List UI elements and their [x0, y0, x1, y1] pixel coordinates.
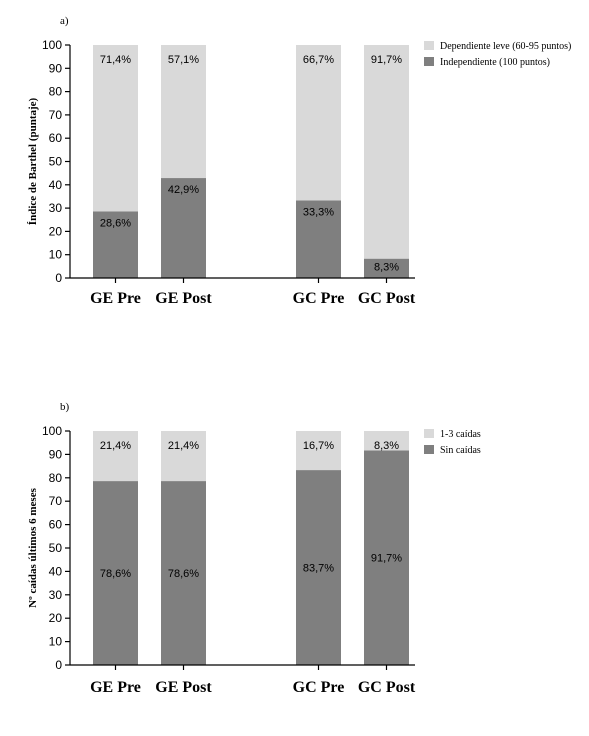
bar-segment	[364, 431, 409, 451]
panel-label: a)	[60, 15, 69, 27]
legend-label: Sin caídas	[440, 445, 481, 456]
bar-segment	[161, 431, 206, 482]
y-tick-label: 90	[49, 447, 63, 461]
x-category-label: GC Pre	[293, 290, 345, 307]
y-tick-label: 10	[49, 635, 63, 649]
bar-segment	[364, 45, 409, 259]
y-tick-label: 70	[49, 494, 63, 508]
y-tick-label: 30	[49, 588, 63, 602]
y-tick-label: 90	[49, 61, 63, 75]
y-tick-label: 60	[49, 131, 63, 145]
data-label: 83,7%	[303, 563, 334, 575]
legend-swatch	[424, 41, 434, 50]
data-label: 66,7%	[303, 54, 334, 66]
bar-segment	[93, 45, 138, 212]
y-tick-label: 40	[49, 178, 63, 192]
x-category-label: GE Pre	[90, 290, 141, 307]
legend-label: Independiente (100 puntos)	[440, 57, 550, 68]
bar-segment	[161, 45, 206, 179]
y-tick-label: 70	[49, 108, 63, 122]
y-tick-label: 20	[49, 224, 63, 238]
y-tick-label: 80	[49, 471, 63, 485]
x-category-label: GE Pre	[90, 679, 141, 696]
x-category-label: GC Pre	[293, 679, 345, 696]
bar-segment	[161, 178, 206, 278]
y-tick-label: 50	[49, 155, 63, 169]
chart-panel-b: b) Nº caídas últimos 6 meses 78,6% 21,4% 78,…	[27, 401, 481, 696]
data-label: 33,3%	[303, 206, 334, 218]
data-label: 28,6%	[100, 217, 131, 229]
legend-swatch	[424, 445, 434, 454]
legend-label: Dependiente leve (60-95 puntos)	[440, 41, 571, 52]
bar-segment	[296, 431, 341, 471]
data-label: 91,7%	[371, 54, 402, 66]
y-tick-label: 80	[49, 85, 63, 99]
bar-segment	[161, 481, 206, 665]
bar-segment	[93, 481, 138, 665]
data-label: 21,4%	[168, 440, 199, 452]
data-label: 57,1%	[168, 54, 199, 66]
data-label: 42,9%	[168, 184, 199, 196]
y-tick-label: 30	[49, 201, 63, 215]
data-label: 8,3%	[374, 440, 399, 452]
data-label: 21,4%	[100, 440, 131, 452]
bar-segment	[296, 45, 341, 201]
legend-swatch	[424, 429, 434, 438]
data-label: 78,6%	[100, 568, 131, 580]
x-category-label: GE Post	[155, 679, 212, 696]
bar-segment	[364, 258, 409, 278]
bar-segment	[93, 431, 138, 482]
y-tick-label: 0	[55, 658, 62, 672]
data-label: 71,4%	[100, 54, 131, 66]
y-tick-label: 0	[55, 271, 62, 285]
y-tick-label: 60	[49, 518, 63, 532]
y-axis-title: Nº caídas últimos 6 meses	[27, 487, 39, 607]
legend-label: 1-3 caídas	[440, 429, 481, 440]
y-tick-label: 100	[42, 424, 62, 438]
x-category-label: GC Post	[358, 679, 416, 696]
x-category-label: GE Post	[155, 290, 212, 307]
data-label: 16,7%	[303, 440, 334, 452]
data-label: 78,6%	[168, 568, 199, 580]
data-label: 8,3%	[374, 262, 399, 274]
bar-segment	[296, 200, 341, 278]
y-tick-label: 40	[49, 564, 63, 578]
data-label: 91,7%	[371, 553, 402, 565]
y-tick-label: 20	[49, 611, 63, 625]
bar-segment	[93, 211, 138, 278]
bar-segment	[364, 450, 409, 665]
legend-swatch	[424, 57, 434, 66]
y-tick-label: 50	[49, 541, 63, 555]
panel-label: b)	[60, 401, 70, 413]
y-axis-title: Índice de Barthel (puntaje)	[27, 97, 39, 225]
bar-segment	[296, 470, 341, 665]
x-category-label: GC Post	[358, 290, 416, 307]
y-tick-label: 100	[42, 38, 62, 52]
chart-panel-a: a) Índice de Barthel (puntaje) 28,6% 71,4% 4…	[27, 15, 571, 307]
y-tick-label: 10	[49, 248, 63, 262]
